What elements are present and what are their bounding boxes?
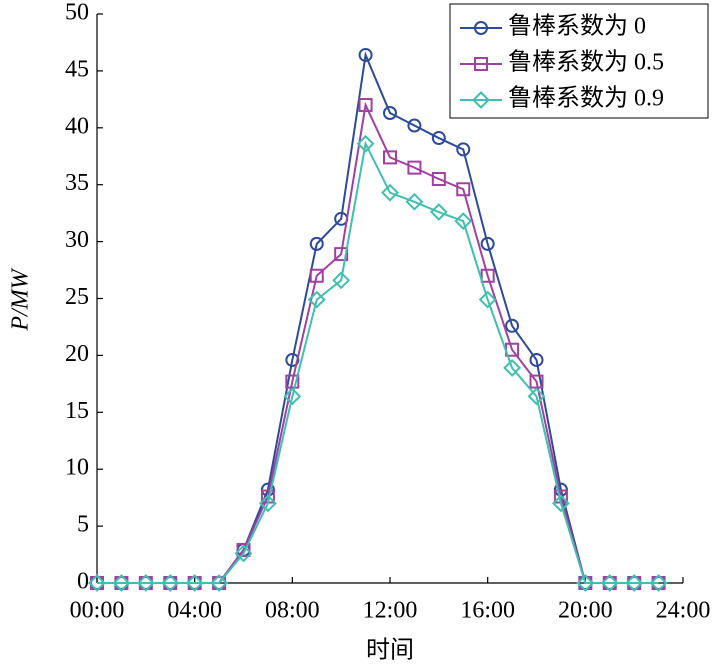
marker — [407, 118, 422, 133]
marker — [505, 318, 520, 333]
marker — [456, 182, 471, 197]
marker — [383, 150, 397, 165]
series — [88, 134, 668, 592]
y-tick-label: 45 — [65, 56, 89, 82]
series-line — [97, 51, 659, 584]
marker — [234, 544, 253, 563]
marker — [431, 172, 446, 187]
marker — [358, 47, 373, 62]
x-tick-label: 08:00 — [265, 598, 320, 624]
marker — [600, 574, 619, 592]
legend-marker — [474, 57, 488, 71]
marker — [307, 290, 326, 309]
marker — [480, 268, 495, 283]
legend-label: 鲁棒系数为 0.9 — [508, 85, 664, 112]
y-axis-label: P/MW — [8, 267, 34, 331]
x-tick-label: 12:00 — [363, 598, 418, 624]
series — [90, 98, 666, 590]
marker — [478, 290, 497, 309]
marker — [332, 271, 351, 290]
y-tick-label: 10 — [65, 455, 89, 481]
y-tick-label: 20 — [65, 341, 89, 367]
marker — [283, 387, 302, 406]
y-tick-label: 35 — [65, 170, 89, 196]
y-tick-label: 40 — [65, 113, 89, 139]
marker — [625, 574, 644, 592]
marker — [576, 574, 595, 592]
marker — [454, 212, 473, 231]
marker — [236, 542, 251, 557]
marker — [649, 574, 668, 592]
marker — [456, 142, 471, 157]
x-tick-label: 04:00 — [167, 598, 222, 624]
marker — [480, 236, 495, 251]
y-tick-label: 15 — [65, 398, 89, 424]
marker — [552, 494, 570, 513]
marker — [407, 160, 422, 175]
x-axis-label: 时间 — [366, 637, 414, 664]
marker — [381, 183, 399, 202]
marker — [210, 574, 228, 592]
x-tick-label: 00:00 — [70, 598, 125, 624]
legend-label: 鲁棒系数为 0.5 — [508, 49, 664, 76]
marker — [405, 192, 424, 211]
marker — [358, 98, 373, 113]
legend-marker — [474, 21, 488, 35]
marker — [429, 203, 448, 221]
x-tick-label: 20:00 — [558, 598, 613, 624]
series-line — [97, 101, 659, 584]
marker — [309, 236, 324, 251]
marker — [112, 574, 131, 592]
marker — [185, 574, 204, 592]
marker — [383, 106, 397, 121]
y-tick-label: 5 — [77, 512, 89, 538]
x-tick-label: 16:00 — [460, 598, 515, 624]
x-tick-label: 24:00 — [656, 598, 711, 624]
marker — [309, 268, 324, 283]
marker — [503, 359, 521, 377]
marker — [259, 494, 277, 513]
marker — [529, 352, 544, 367]
y-tick-label: 50 — [65, 0, 89, 26]
y-tick-label: 30 — [65, 227, 89, 253]
legend-marker — [472, 91, 490, 109]
marker — [356, 134, 375, 153]
series-line — [97, 140, 659, 584]
legend-label: 鲁棒系数为 0 — [508, 13, 646, 40]
marker — [161, 574, 180, 592]
marker — [527, 387, 546, 406]
y-tick-label: 25 — [65, 284, 89, 310]
marker — [431, 131, 446, 146]
marker — [334, 247, 349, 262]
marker — [88, 574, 106, 592]
y-tick-label: 0 — [77, 569, 89, 595]
legend: 鲁棒系数为 0 鲁棒系数为 0.5 鲁棒系数为 0.9 — [449, 3, 709, 119]
marker — [136, 574, 155, 592]
